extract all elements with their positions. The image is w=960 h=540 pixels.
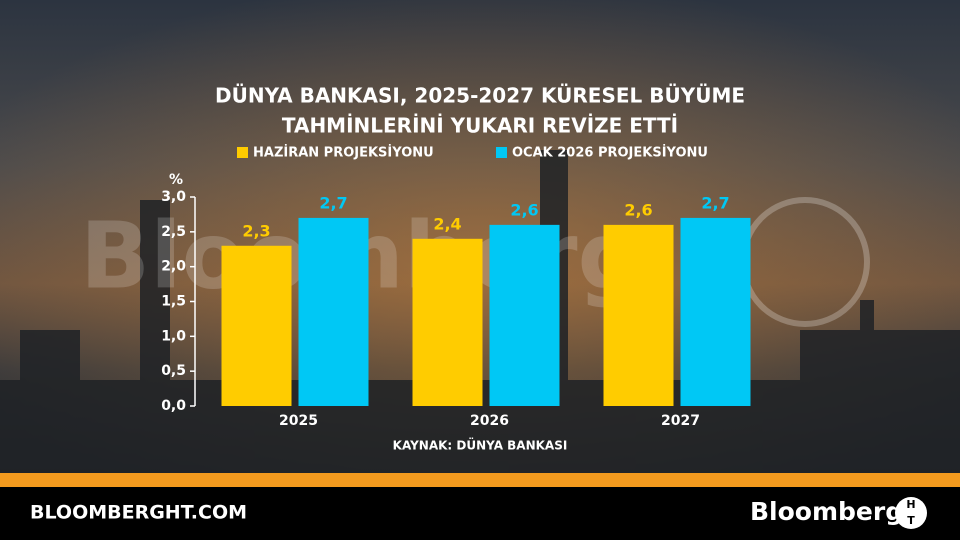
plot: 0,0 0,5 1,0 1,5 2,0 2,5 3,0 HAZİRAN PROJEKSİYON… (161, 145, 751, 429)
legend-label: HAZİRAN PROJEKSİYONU (253, 145, 434, 161)
legend-swatch (496, 147, 507, 158)
legend-swatch (237, 147, 248, 158)
footer-logo-letter: T (907, 514, 915, 527)
y-tick-label: 1,0 (161, 328, 186, 344)
value-label: 2,6 (624, 200, 652, 219)
accent-strip (0, 473, 960, 487)
value-label: 2,6 (510, 200, 538, 219)
x-tick-label: 2026 (470, 413, 509, 429)
chart-title: TAHMİNLERİNİ YUKARI REVİZE ETTİ (282, 114, 678, 138)
chart-title: DÜNYA BANKASI, 2025-2027 KÜRESEL BÜYÜME (215, 84, 745, 108)
footer-logo (895, 497, 927, 529)
y-tick-label: 0,5 (161, 363, 186, 379)
y-tick-label: 3,0 (161, 189, 186, 205)
y-tick-label: 2,5 (161, 224, 186, 240)
footer (0, 487, 960, 540)
y-tick-label: 2,0 (161, 259, 186, 275)
bar (603, 224, 674, 406)
y-tick-label: 0,0 (161, 398, 186, 414)
value-label: 2,3 (242, 221, 270, 240)
footer-logo-letter: H (906, 498, 915, 511)
source: KAYNAK: DÜNYA BANKASI (393, 438, 568, 453)
bar (412, 238, 483, 406)
value-label: 2,7 (701, 193, 729, 212)
footer-brand: Bloomberg (750, 497, 903, 526)
value-label: 2,7 (319, 193, 347, 212)
x-tick-label: 2027 (661, 413, 700, 429)
value-label: 2,4 (433, 214, 461, 233)
legend-label: OCAK 2026 PROJEKSİYONU (512, 145, 708, 161)
bar (298, 217, 369, 406)
footer-site: BLOOMBERGHT.COM (30, 502, 247, 524)
x-tick-label: 2025 (279, 413, 318, 429)
bar (680, 217, 751, 406)
y-tick-label: 1,5 (161, 294, 186, 310)
bar (489, 224, 560, 406)
bar (221, 245, 292, 406)
y-axis-label: % (169, 172, 183, 188)
